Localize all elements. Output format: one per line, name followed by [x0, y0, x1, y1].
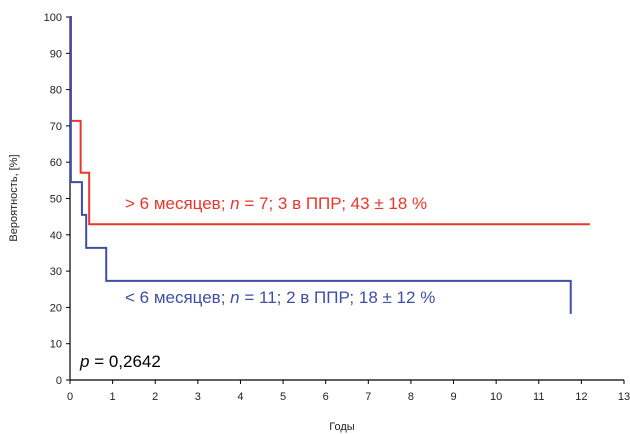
x-tick-label: 12: [575, 391, 587, 403]
x-tick-label: 9: [450, 391, 456, 403]
y-tick-label: 90: [50, 48, 62, 60]
x-tick-label: 1: [110, 391, 116, 403]
x-tick-label: 11: [533, 391, 544, 403]
x-tick-label: 0: [67, 391, 73, 403]
y-tick-label: 30: [50, 266, 62, 278]
annotation-under-6-months: < 6 месяцев; n = 11; 2 в ППР; 18 ± 12 %: [125, 288, 435, 307]
x-tick-label: 10: [490, 391, 502, 403]
x-tick-label: 13: [618, 391, 630, 403]
y-tick-label: 50: [50, 194, 62, 206]
y-ticks: 0 10 20 30 40 50 60 70 80 90 100: [44, 12, 70, 387]
x-ticks: 0 1 2 3 4 5 6 7 8 9 10 11 12 13: [67, 380, 630, 403]
annotation-over-6-months: > 6 месяцев; n = 7; 3 в ППР; 43 ± 18 %: [125, 194, 427, 213]
y-tick-label: 80: [50, 85, 62, 97]
series-layer: [69, 16, 590, 314]
x-tick-label: 5: [280, 391, 286, 403]
x-tick-label: 2: [152, 391, 158, 403]
x-tick-label: 7: [365, 391, 371, 403]
x-tick-label: 6: [323, 391, 329, 403]
y-tick-label: 40: [50, 230, 62, 242]
x-axis-title: Годы: [329, 421, 355, 433]
y-tick-label: 10: [50, 339, 62, 351]
x-tick-label: 3: [195, 391, 201, 403]
y-tick-label: 100: [44, 12, 62, 24]
p-value-label: p = 0,2642: [79, 352, 161, 371]
y-tick-label: 20: [50, 302, 62, 314]
series-line-under-6-months: [69, 16, 572, 314]
y-axis-title: Вероятность, [%]: [8, 154, 20, 241]
y-tick-label: 60: [50, 157, 62, 169]
x-tick-label: 4: [237, 391, 243, 403]
x-tick-label: 8: [408, 391, 414, 403]
y-tick-label: 70: [50, 121, 62, 133]
y-tick-label: 0: [56, 375, 62, 387]
